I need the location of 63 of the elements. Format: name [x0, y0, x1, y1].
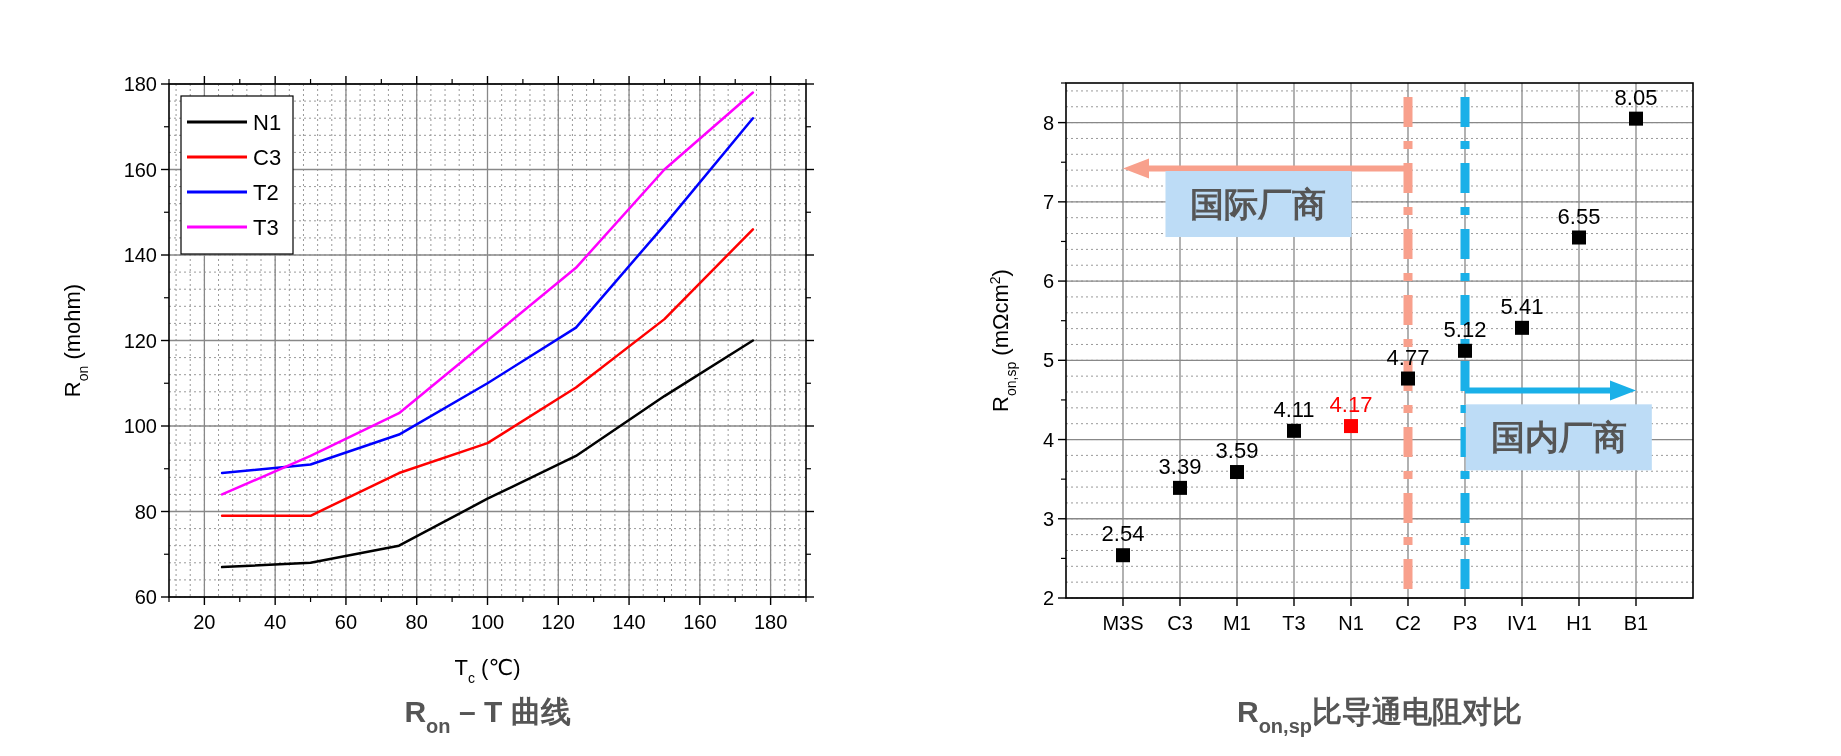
y-tick-label: 3: [1042, 507, 1054, 530]
data-label: 4.11: [1273, 396, 1315, 422]
data-label: 4.77: [1386, 344, 1430, 370]
data-label: 2.54: [1101, 521, 1145, 547]
data-label: 5.41: [1500, 293, 1544, 319]
data-label: 3.59: [1215, 438, 1259, 464]
x-tick-label: 140: [612, 611, 646, 633]
x-tick-label: 120: [541, 611, 575, 633]
y-tick-label: 160: [123, 158, 157, 181]
x-tick-label: T3: [1282, 612, 1306, 634]
point: [1344, 419, 1358, 434]
x-tick-label: M1: [1223, 612, 1251, 634]
x-tick-label: 160: [683, 611, 717, 633]
data-label: 6.55: [1557, 203, 1601, 229]
y-tick-label: 6: [1042, 270, 1054, 293]
y-tick-label: 140: [123, 244, 157, 266]
y-tick-label: 80: [134, 500, 157, 523]
data-label: 5.12: [1443, 316, 1487, 342]
x-tick-label: B1: [1623, 612, 1649, 634]
x-tick-label: P3: [1452, 612, 1478, 634]
point: [1116, 548, 1130, 563]
x-tick-label: N1: [1338, 612, 1364, 634]
x-axis-title: T$_{c}$ (℃): [454, 655, 521, 686]
legend-label: N1: [253, 110, 282, 135]
x-tick-label: 40: [264, 611, 287, 633]
y-tick-label: 8: [1042, 111, 1054, 134]
y-tick-label: 100: [123, 415, 157, 437]
point: [1515, 320, 1529, 335]
y-tick-label: 180: [123, 73, 157, 95]
y-tick-label: 4: [1042, 428, 1054, 451]
data-label: 3.39: [1158, 453, 1202, 479]
y-tick-label: 60: [134, 586, 157, 608]
point: [1572, 230, 1586, 245]
data-label: 4.17: [1329, 392, 1373, 418]
x-tick-label: H1: [1566, 612, 1592, 634]
point: [1401, 371, 1415, 386]
y-tick-label: 5: [1042, 349, 1054, 372]
text: R$_{on}$ – T 曲线: [404, 695, 571, 737]
annotation: 国际厂商: [1190, 185, 1327, 224]
point: [1173, 480, 1187, 495]
point: [1230, 465, 1244, 480]
x-tick-label: 60: [334, 611, 358, 633]
x-tick-label: 100: [470, 611, 505, 633]
y-tick-label: 2: [1042, 587, 1054, 609]
legend-label: C3: [253, 145, 282, 170]
legend-label: T3: [253, 215, 279, 240]
text: R$_{on,sp}$比导通电阻对比: [1236, 695, 1523, 737]
point: [1287, 423, 1301, 438]
y-tick-label: 120: [123, 329, 157, 352]
x-tick-label: 80: [405, 611, 428, 633]
legend-label: T2: [253, 180, 279, 205]
x-tick-label: C2: [1395, 612, 1421, 634]
point: [1629, 111, 1643, 126]
data-label: 8.05: [1614, 84, 1658, 110]
x-tick-label: C3: [1167, 612, 1193, 634]
y-tick-label: 7: [1042, 190, 1054, 213]
x-tick-label: 180: [753, 611, 788, 633]
x-tick-label: 20: [193, 611, 216, 633]
x-tick-label: M3S: [1102, 612, 1144, 634]
x-tick-label: IV1: [1506, 612, 1538, 634]
point: [1458, 343, 1472, 358]
annotation: 国内厂商: [1490, 418, 1627, 457]
line-series: [220, 339, 755, 569]
